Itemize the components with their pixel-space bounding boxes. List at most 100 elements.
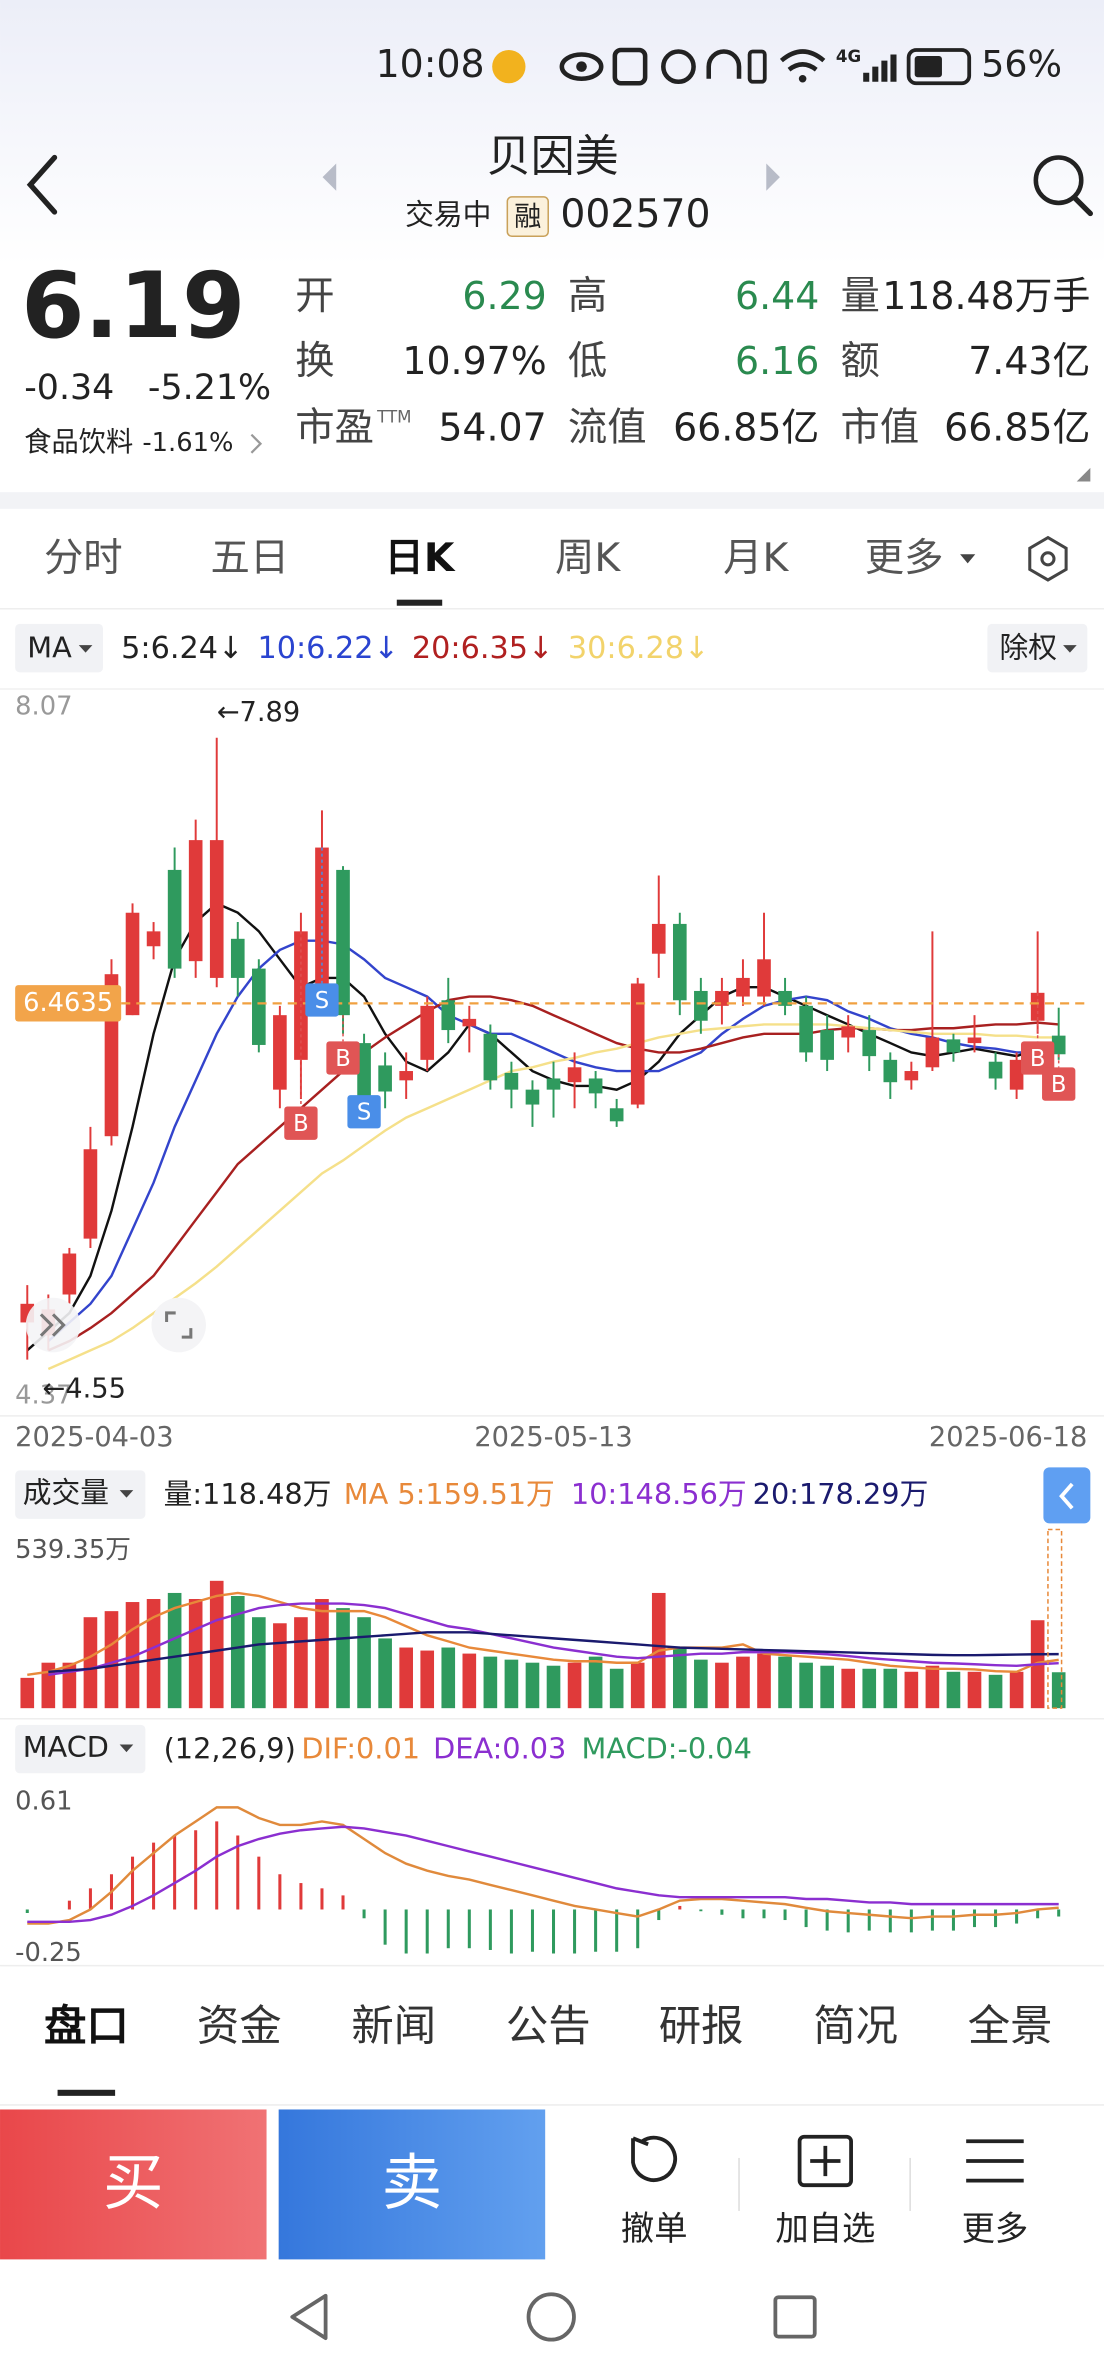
volume-bar — [588, 1656, 603, 1709]
candle-body — [862, 1030, 877, 1057]
date-label: 2025-05-13 — [474, 1422, 632, 1453]
field-label: 换 — [295, 338, 334, 384]
adjust-selector[interactable] — [987, 623, 1088, 673]
field-value: 6.29 — [462, 274, 546, 318]
field-value: 6.16 — [735, 339, 819, 383]
volume-bar — [273, 1623, 287, 1709]
volume-bar — [315, 1599, 329, 1709]
detail-tab[interactable]: 全景 — [968, 2002, 1053, 2051]
sell-button[interactable]: 卖 — [278, 2109, 546, 2260]
side-panel-arrow — [1059, 1482, 1074, 1510]
sell-label[interactable]: 卖 — [382, 2148, 443, 2218]
detail-tab[interactable]: 盘口 — [44, 2002, 129, 2051]
nav-back[interactable] — [290, 2293, 328, 2341]
field-value: 7.43亿 — [968, 339, 1090, 383]
buy-label[interactable]: 买 — [103, 2148, 164, 2218]
field-value: 10.97% — [402, 339, 546, 383]
signal-icon — [863, 54, 897, 82]
price-change-pct: -5.21% — [148, 368, 271, 408]
volume-bar — [525, 1662, 540, 1709]
ma-line — [47, 939, 1059, 1343]
prev-stock[interactable] — [322, 163, 337, 191]
icon-part[interactable] — [1033, 155, 1084, 206]
fullscreen-button[interactable] — [151, 1297, 206, 1353]
tool-label[interactable]: 撤单 — [621, 2209, 688, 2248]
volume-bar — [630, 1662, 645, 1709]
candle-body — [167, 869, 182, 969]
candle-body — [399, 1071, 413, 1081]
candle-body — [651, 923, 666, 954]
volume-bar — [1009, 1671, 1024, 1709]
collapse-icon — [39, 1313, 66, 1337]
nav-recent[interactable] — [773, 2295, 817, 2339]
macd-label: DEA:0.03 — [433, 1732, 566, 1766]
dropdown-arrow — [119, 1744, 134, 1753]
signal-badge — [1042, 1067, 1076, 1101]
period-tab[interactable]: 五日 — [211, 535, 290, 581]
more-arrow — [960, 554, 976, 564]
field-label-sup: TTM — [376, 407, 411, 426]
indicator-selector[interactable] — [15, 1470, 146, 1519]
max-price-label: ←7.89 — [217, 697, 301, 728]
detail-tab[interactable]: 新闻 — [351, 2002, 436, 2051]
stock-code: 002570 — [560, 191, 710, 237]
stock-name: 贝因美 — [487, 131, 619, 182]
dropdown-arrow — [119, 1490, 134, 1498]
period-tab[interactable]: 分时 — [44, 535, 123, 581]
volume-bar — [567, 1662, 582, 1709]
candle-body — [294, 931, 308, 1060]
detail-tab[interactable]: 简况 — [813, 2002, 898, 2051]
volume-bar — [841, 1668, 856, 1709]
icon-part[interactable] — [1072, 195, 1093, 217]
more-icon[interactable] — [966, 2139, 1024, 2183]
field-value: 66.85亿 — [673, 406, 819, 450]
alarm-icon — [661, 49, 696, 85]
tool-label[interactable]: 加自选 — [775, 2209, 875, 2248]
watchlist-icon[interactable] — [797, 2134, 853, 2188]
icon-part[interactable] — [26, 154, 58, 215]
ma-selector[interactable] — [15, 623, 103, 673]
volume-bar — [104, 1611, 119, 1709]
sector-arrow[interactable] — [250, 433, 263, 454]
period-tab[interactable]: 更多 — [865, 535, 944, 581]
battery-level — [914, 56, 942, 78]
cancel-icon[interactable] — [631, 2135, 677, 2182]
active-tab-indicator — [57, 2089, 116, 2096]
macd-params: (12,26,9) — [164, 1732, 296, 1766]
detail-tab[interactable]: 公告 — [506, 2002, 591, 2051]
period-tab[interactable]: 月K — [723, 535, 789, 581]
signal-label: B — [1030, 1046, 1046, 1072]
period-tab[interactable]: 日K — [385, 535, 456, 581]
date-label: 2025-06-18 — [929, 1422, 1087, 1453]
field-value: 118.48万手 — [882, 274, 1090, 318]
sell-button-bg[interactable] — [278, 2109, 546, 2260]
period-tab[interactable]: 周K — [555, 535, 621, 581]
volume-bar — [62, 1662, 77, 1709]
volume-bar — [378, 1638, 392, 1709]
search-button[interactable] — [1033, 155, 1093, 217]
next-stock[interactable] — [766, 163, 780, 191]
buy-button-bg[interactable] — [0, 2109, 267, 2260]
signal-badge — [326, 1041, 360, 1075]
buy-button[interactable]: 买 — [0, 2109, 267, 2260]
candle-body — [946, 1039, 961, 1053]
indicator-selector[interactable] — [15, 1724, 146, 1774]
back-button[interactable] — [26, 154, 58, 215]
tool-label[interactable]: 更多 — [962, 2209, 1029, 2248]
nav-home[interactable] — [526, 2292, 576, 2342]
volume-bar — [694, 1659, 708, 1709]
volume-ma-line — [48, 1631, 1059, 1674]
side-panel-tab[interactable] — [1043, 1467, 1091, 1524]
detail-tab[interactable]: 研报 — [659, 2002, 744, 2051]
volume-tick-label: 539.35万 — [15, 1535, 131, 1565]
ma-legend-item: 30:6.28↓ — [568, 631, 709, 666]
min-price-label: ←4.55 — [42, 1373, 126, 1404]
field-label: 低 — [568, 338, 607, 384]
candle-body — [378, 1065, 392, 1092]
candle-body — [336, 869, 350, 1016]
detail-tab[interactable]: 资金 — [197, 2002, 282, 2051]
settings-icon[interactable] — [1028, 535, 1068, 582]
clock: 10:08 — [376, 42, 485, 86]
candle-body — [904, 1071, 919, 1081]
